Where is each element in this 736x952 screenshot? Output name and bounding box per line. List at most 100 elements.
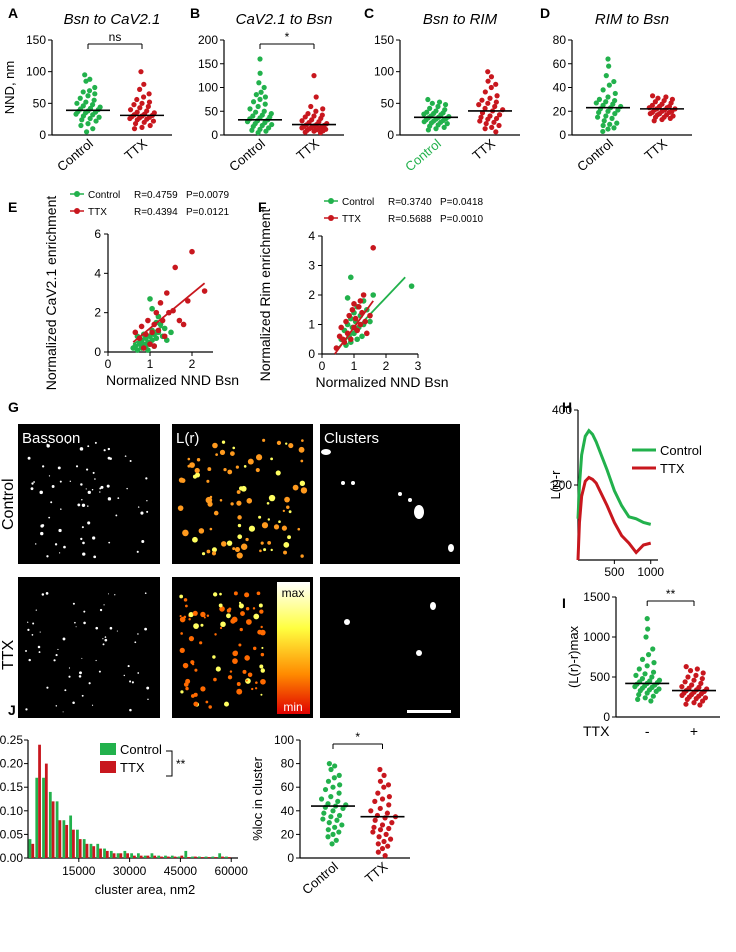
image-speckle — [182, 662, 189, 669]
image-speckle — [260, 541, 264, 545]
data-point — [134, 96, 140, 103]
histogram-bar — [218, 853, 222, 858]
data-point — [435, 122, 441, 128]
data-point — [595, 114, 601, 120]
legend-label: Control — [342, 197, 374, 208]
image-speckle — [224, 701, 229, 707]
data-point — [606, 82, 612, 88]
data-point — [367, 312, 373, 319]
image-speckle — [87, 521, 91, 525]
image-speckle — [209, 527, 213, 531]
y-tick-label: 50 — [381, 96, 395, 110]
data-point — [482, 126, 488, 132]
image-speckle — [270, 548, 273, 552]
image-speckle — [115, 514, 118, 517]
data-point — [650, 669, 657, 675]
image-speckle — [179, 594, 184, 599]
data-point — [376, 834, 382, 840]
data-point — [370, 829, 376, 835]
image-ttx-bassoon — [18, 577, 160, 718]
image-speckle — [46, 686, 49, 689]
histogram-bar — [136, 853, 140, 858]
data-point — [328, 814, 334, 820]
x-tick-label: 2 — [383, 359, 390, 373]
y-tick-label: 40 — [281, 804, 295, 818]
data-point — [384, 810, 390, 816]
x-category-label: TTX — [121, 136, 150, 163]
image-speckle — [59, 480, 62, 483]
data-point — [429, 100, 435, 106]
data-point — [359, 333, 365, 340]
data-point — [328, 794, 334, 800]
image-speckle — [242, 669, 247, 674]
data-point — [145, 317, 151, 324]
data-point — [336, 812, 343, 819]
x-tick-label: 60000 — [215, 864, 249, 878]
plot-A: 0 50 100 150 Bsn to CaV2.1 ns Control TTX NND, n… — [2, 11, 172, 174]
data-point — [442, 102, 449, 108]
data-point — [600, 128, 606, 135]
cluster-blob — [398, 492, 402, 496]
image-speckle — [100, 485, 104, 489]
image-speckle — [234, 546, 241, 553]
data-point — [493, 81, 499, 87]
data-point — [408, 283, 415, 289]
data-point — [372, 817, 378, 823]
data-point — [643, 634, 649, 640]
data-point — [320, 106, 326, 112]
x-category-label: Control — [54, 136, 96, 174]
row-label-ttx: TTX — [0, 639, 17, 670]
histogram-bar — [123, 850, 127, 858]
image-speckle — [79, 447, 84, 451]
histogram-bar — [69, 815, 73, 858]
data-point — [131, 102, 137, 108]
image-speckle — [212, 592, 218, 597]
image-speckle — [301, 439, 304, 442]
data-point — [335, 798, 341, 804]
series-line — [576, 428, 652, 526]
data-point — [155, 327, 162, 334]
image-speckle — [146, 500, 148, 502]
data-point — [650, 646, 656, 652]
image-speckle — [298, 446, 305, 453]
significance-bracket — [166, 750, 173, 777]
image-speckle — [212, 442, 218, 449]
image-speckle — [81, 499, 83, 501]
image-speckle — [48, 475, 51, 477]
histogram-bar — [200, 857, 204, 858]
data-point — [383, 831, 389, 838]
y-tick-label: 0 — [603, 710, 610, 724]
y-tick-label: 500 — [590, 670, 610, 684]
histogram-bar — [166, 856, 170, 858]
image-speckle — [259, 664, 264, 669]
data-point — [349, 306, 356, 313]
data-point — [492, 103, 498, 110]
image-speckle — [245, 606, 250, 611]
image-speckle — [108, 541, 111, 544]
y-tick-label: 60 — [553, 57, 567, 71]
histogram-bar — [130, 853, 133, 858]
histogram-bar — [96, 843, 100, 858]
image-speckle — [247, 458, 254, 465]
histogram-bar — [150, 853, 154, 858]
histogram-bar — [116, 853, 120, 858]
image-speckle — [98, 670, 101, 673]
data-point — [362, 318, 369, 325]
data-point — [180, 321, 187, 328]
data-point — [370, 245, 377, 251]
data-point — [482, 89, 488, 95]
data-point — [377, 827, 384, 833]
data-point — [153, 309, 160, 316]
image-speckle — [227, 469, 233, 475]
image-speckle — [237, 534, 243, 540]
data-point — [332, 824, 338, 830]
cluster-blob — [416, 650, 422, 656]
data-point — [161, 325, 168, 332]
colorbar-min-label: min — [283, 700, 302, 714]
panel-label-E: E — [8, 199, 17, 215]
data-point — [611, 125, 617, 131]
data-point — [164, 290, 170, 296]
image-speckle — [107, 456, 111, 460]
image-speckle — [189, 462, 195, 468]
data-point — [330, 808, 336, 814]
